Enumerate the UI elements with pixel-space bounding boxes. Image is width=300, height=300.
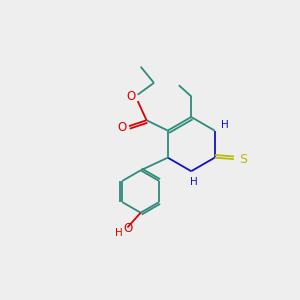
Text: H: H [190,176,197,187]
Text: O: O [118,121,127,134]
Text: O: O [123,221,133,235]
Text: H: H [115,228,123,238]
Text: O: O [127,90,136,103]
Text: H: H [221,120,229,130]
Text: S: S [239,153,247,166]
